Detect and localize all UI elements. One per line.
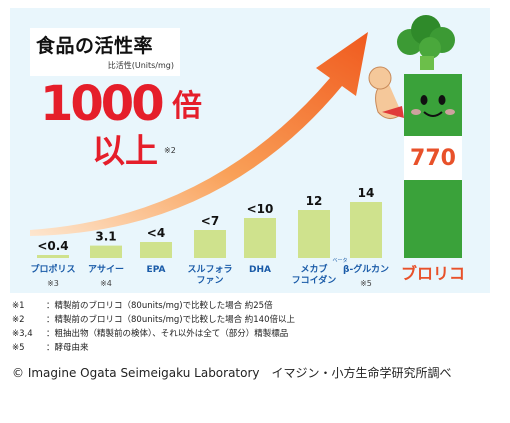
footnote-mark: ※3,4	[12, 329, 33, 339]
value-label: 3.1	[95, 230, 116, 244]
category-label: ブロリコ	[401, 264, 465, 283]
footnote-row: ※1 ：精製前のブロリコ（80units/mg)で比較した場合 約25倍	[12, 299, 295, 313]
chart-title: 食品の活性率	[36, 35, 154, 57]
headline-unit: 倍	[172, 89, 202, 124]
category-label: ファン	[196, 275, 223, 286]
footnote-mark: ※5	[12, 343, 25, 353]
category-note: ※4	[100, 279, 112, 288]
category-label: β-グルカン	[343, 263, 389, 275]
footnote-text: ：精製前のブロリコ（80units/mg)で比較した場合 約140倍以上	[46, 315, 295, 325]
headline-suffix: 以上	[92, 131, 158, 170]
footnotes: ※1 ：精製前のブロリコ（80units/mg)で比較した場合 約25倍 ※2 ：精製…	[12, 299, 295, 355]
category-note: ※3	[47, 279, 59, 288]
category-label: フコイダン	[292, 274, 337, 286]
category-label: メカブ	[300, 263, 327, 275]
footnote-row: ※5 ：酵母由来	[12, 341, 295, 355]
category-label: プロポリス	[30, 263, 75, 275]
value-label: <4	[147, 226, 165, 240]
highlight-value-band	[404, 136, 462, 180]
copyright: © Imagine Ogata Seimeigaku Laboratory イマ…	[12, 366, 452, 380]
bar	[298, 210, 330, 258]
value-label: 12	[306, 194, 323, 208]
category-label: EPA	[147, 265, 166, 275]
category-note: ※5	[360, 279, 372, 288]
value-label: <0.4	[37, 239, 68, 253]
ruby-label: ベータ	[332, 257, 347, 264]
chart-subtitle: 比活性(Units/mg)	[107, 61, 174, 70]
footnote-text: ：粗抽出物（精製前の検体）、それ以外は全て（部分）精製標品	[46, 329, 289, 339]
value-label: 14	[358, 186, 375, 200]
bars-layer	[37, 74, 462, 258]
bar	[350, 202, 382, 258]
value-label: <7	[201, 214, 219, 228]
category-label: アサイー	[88, 264, 124, 275]
value-label: <10	[247, 202, 274, 216]
chart-panel: 食品の活性率 比活性(Units/mg) <0.4 プロポリス ※3 3.1 アサイー ※…	[10, 8, 490, 293]
bar	[37, 255, 69, 258]
headline-note: ※2	[164, 146, 176, 155]
value-label: 770	[410, 146, 456, 171]
headline-number: 1000	[40, 76, 165, 132]
footnote-row: ※3,4 ：粗抽出物（精製前の検体）、それ以外は全て（部分）精製標品	[12, 327, 295, 341]
footnote-row: ※2 ：精製前のブロリコ（80units/mg)で比較した場合 約140倍以上	[12, 313, 295, 327]
growth-arrow	[30, 32, 368, 236]
bar	[194, 230, 226, 258]
bar	[90, 245, 122, 258]
category-label: スルフォラ	[187, 264, 232, 275]
title-box: 食品の活性率 比活性(Units/mg)	[30, 28, 180, 76]
bar	[244, 218, 276, 258]
footnote-text: ：酵母由来	[46, 343, 89, 353]
footnote-text: ：精製前のブロリコ（80units/mg)で比較した場合 約25倍	[46, 301, 273, 311]
broccoli-character	[368, 15, 455, 119]
category-label: DHA	[249, 265, 271, 275]
footnote-mark: ※2	[12, 315, 25, 325]
footnote-mark: ※1	[12, 301, 25, 311]
bar	[140, 242, 172, 258]
